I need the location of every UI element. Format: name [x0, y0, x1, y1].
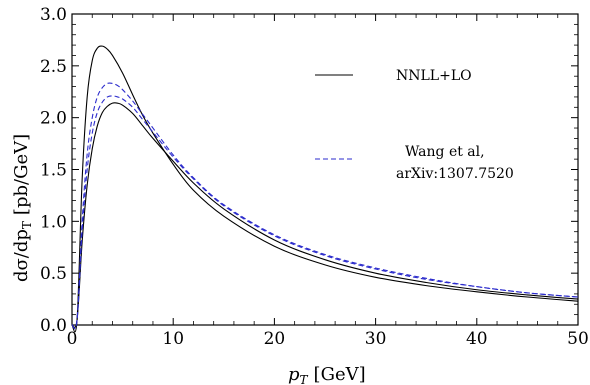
legend-label-nnll: NNLL+LO — [396, 68, 472, 84]
y-axis-main: dσ/dp — [11, 229, 32, 282]
y-tick-label: 2.0 — [40, 109, 67, 129]
legend-label-wang-line1: Wang et al, — [405, 144, 485, 160]
y-tick-label: 0.0 — [40, 316, 67, 336]
x-tick-label: 0 — [67, 329, 78, 349]
x-axis-title: pT [GeV] — [288, 364, 366, 385]
x-tick-label: 20 — [264, 329, 286, 349]
y-axis-sub: T — [20, 221, 34, 229]
x-tick-label: 30 — [365, 329, 387, 349]
y-tick-label: 3.0 — [40, 5, 67, 25]
x-axis-sub: T — [300, 373, 309, 385]
x-tick-label: 40 — [466, 329, 488, 349]
y-tick-label: 1.0 — [40, 212, 67, 232]
series-line-2 — [71, 102, 579, 328]
x-axis-var: p — [288, 364, 300, 385]
y-tick-label: 0.5 — [40, 264, 67, 284]
legend-label-wang-line2: arXiv:1307.7520 — [396, 166, 514, 182]
series-line-3 — [71, 82, 579, 330]
series-layer — [71, 45, 579, 333]
x-tick-label: 10 — [162, 329, 184, 349]
series-line-1 — [71, 45, 579, 333]
x-axis-unit: [GeV] — [314, 364, 366, 385]
legend: NNLL+LO Wang et al, arXiv:1307.7520 — [315, 68, 514, 182]
series-line-4 — [71, 95, 579, 329]
ticks-group: 0 10 20 30 40 50 0.0 0.5 1.0 1.5 2.0 2.5 3.0 — [40, 5, 589, 349]
x-tick-label: 50 — [567, 329, 589, 349]
y-tick-label: 1.5 — [40, 161, 67, 181]
y-axis-title: dσ/dpT [pb/GeV] — [11, 134, 34, 282]
y-tick-label: 2.5 — [40, 57, 67, 77]
y-axis-unit: [pb/GeV] — [11, 134, 32, 215]
